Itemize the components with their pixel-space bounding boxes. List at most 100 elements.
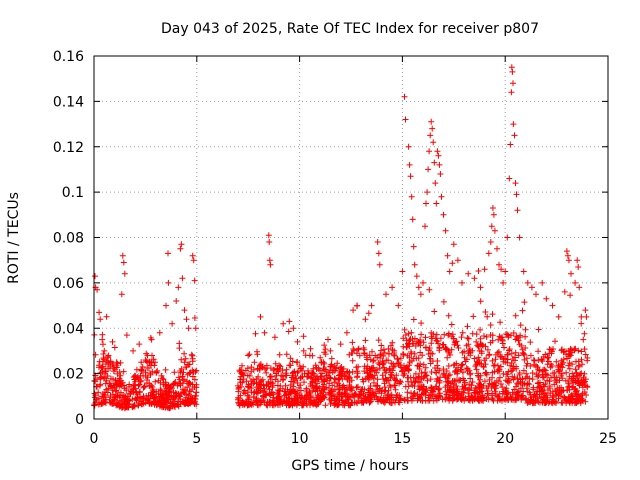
data-point-marker	[105, 352, 112, 359]
data-point-marker	[420, 279, 426, 286]
data-point-marker	[521, 380, 528, 387]
data-point-marker	[366, 352, 373, 359]
data-point-marker	[182, 355, 189, 362]
data-point-marker	[440, 370, 447, 377]
data-point-marker	[321, 366, 328, 373]
data-point-marker	[514, 391, 520, 398]
data-point-marker	[446, 395, 453, 402]
data-point-marker	[310, 371, 317, 377]
data-point-marker	[418, 391, 425, 398]
y-axis-title: ROTI / TECUs	[6, 192, 22, 284]
data-point-marker	[432, 180, 439, 187]
data-point-marker	[374, 239, 381, 245]
data-point-marker	[563, 248, 570, 255]
data-point-marker	[149, 384, 156, 390]
data-point-marker	[388, 360, 395, 367]
data-point-marker	[191, 383, 198, 390]
data-point-marker	[254, 348, 260, 355]
data-point-marker	[478, 388, 485, 395]
data-point-marker	[548, 374, 554, 381]
data-point-marker	[181, 307, 188, 314]
data-point-marker	[309, 400, 316, 407]
data-point-marker	[442, 396, 449, 403]
data-point-marker	[477, 298, 484, 305]
data-point-marker	[271, 334, 278, 341]
data-point-marker	[521, 299, 528, 306]
data-point-marker	[125, 397, 132, 404]
data-point-marker	[350, 307, 357, 314]
data-point-marker	[187, 400, 194, 407]
data-point-marker	[474, 358, 481, 365]
data-point-marker	[267, 392, 274, 399]
data-point-marker	[405, 143, 412, 150]
data-point-marker	[583, 392, 590, 398]
data-point-marker	[441, 331, 448, 338]
data-point-marker	[379, 372, 386, 379]
data-point-marker	[319, 383, 326, 390]
data-point-marker	[177, 393, 184, 400]
data-point-marker	[546, 378, 553, 385]
data-point-marker	[510, 121, 517, 128]
data-point-marker	[514, 380, 521, 387]
data-point-marker	[389, 339, 396, 346]
data-point-marker	[337, 341, 344, 348]
data-point-marker	[505, 375, 512, 382]
data-point-marker	[377, 355, 384, 361]
data-point-marker	[495, 366, 502, 373]
data-point-marker	[509, 373, 516, 380]
data-point-marker	[359, 376, 366, 383]
data-point-marker	[408, 193, 415, 200]
data-point-marker	[575, 264, 582, 270]
data-point-marker	[286, 318, 293, 325]
data-point-marker	[377, 347, 384, 354]
data-point-marker	[553, 358, 560, 365]
data-point-marker	[353, 384, 360, 391]
data-point-marker	[395, 302, 402, 309]
data-point-marker	[337, 365, 344, 371]
data-point-marker	[274, 366, 281, 373]
data-point-marker	[299, 373, 306, 380]
data-point-marker	[511, 132, 518, 139]
data-point-marker	[454, 342, 461, 349]
data-point-marker	[143, 380, 150, 386]
data-point-marker	[531, 357, 538, 364]
data-point-marker	[582, 307, 589, 314]
data-point-marker	[263, 362, 270, 369]
data-point-marker	[131, 402, 138, 409]
data-point-marker	[94, 286, 101, 293]
data-point-marker	[544, 372, 551, 379]
data-point-marker	[102, 368, 109, 375]
data-point-marker	[458, 366, 465, 373]
data-point-marker	[549, 302, 556, 309]
data-point-marker	[510, 330, 517, 336]
data-point-marker	[375, 360, 382, 366]
data-point-marker	[541, 366, 548, 373]
data-point-marker	[133, 366, 140, 373]
data-point-marker	[271, 400, 278, 407]
data-point-marker	[512, 354, 518, 361]
data-point-marker	[502, 268, 509, 275]
data-point-marker	[294, 401, 300, 408]
data-point-marker	[570, 375, 577, 382]
data-point-marker	[141, 383, 148, 390]
data-point-marker	[555, 362, 562, 369]
data-point-marker	[335, 402, 341, 409]
y-tick-label: 0.12	[53, 140, 84, 156]
data-point-marker	[515, 395, 522, 402]
data-point-marker	[410, 316, 417, 323]
data-point-marker	[411, 350, 418, 357]
data-point-marker	[459, 279, 465, 286]
data-point-marker	[510, 80, 516, 87]
data-point-marker	[572, 366, 579, 373]
data-point-marker	[478, 382, 485, 389]
data-point-marker	[388, 371, 394, 378]
data-point-marker	[354, 302, 361, 309]
data-point-marker	[246, 372, 253, 379]
data-point-marker	[547, 364, 554, 371]
data-point-marker	[136, 341, 143, 348]
data-point-marker	[438, 193, 445, 200]
data-point-marker	[349, 368, 356, 375]
data-point-marker	[527, 352, 534, 359]
data-point-marker	[319, 379, 326, 385]
data-point-marker	[418, 320, 425, 327]
